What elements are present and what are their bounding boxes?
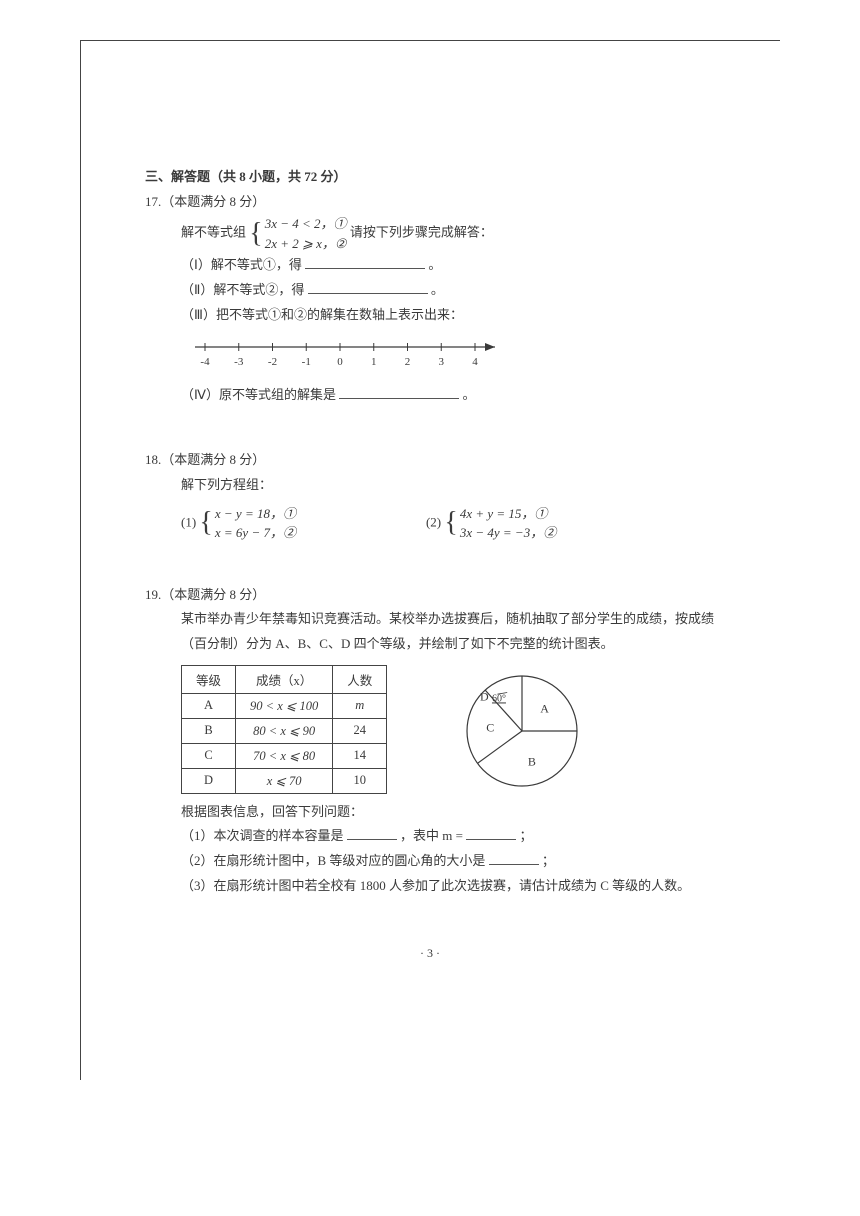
q17-prompt: 解不等式组 { 3x − 4 < 2，① 2x + 2 ⩾ x，② 请按下列步骤…	[145, 214, 730, 253]
svg-text:2: 2	[405, 356, 411, 368]
q18-sys2-line2: 3x − 4y = −3，②	[460, 523, 556, 543]
svg-text:0: 0	[337, 356, 343, 368]
q19-followup: 根据图表信息，回答下列问题：	[145, 800, 730, 825]
table-cell: 80 < x ⩽ 90	[236, 718, 333, 743]
page-number: · 3 ·	[0, 946, 860, 961]
q17-prompt-prefix: 解不等式组	[181, 225, 246, 240]
q19-p1-b: ，表中 m =	[400, 828, 463, 843]
q19-p2-b: ；	[542, 853, 555, 868]
svg-text:-2: -2	[268, 356, 277, 368]
table-cell: 14	[333, 743, 387, 768]
q19-p1-a: （1）本次调查的样本容量是	[181, 828, 344, 843]
q17-step1: （Ⅰ）解不等式①，得 。	[145, 253, 730, 278]
q19-intro1: 某市举办青少年禁毒知识竞赛活动。某校举办选拔赛后，随机抽取了部分学生的成绩，按成…	[145, 607, 730, 632]
q19-figures-row: 等级成绩（x）人数 A90 < x ⩽ 100mB80 < x ⩽ 9024C7…	[145, 665, 730, 800]
q17-step1-blank	[305, 256, 425, 269]
left-brace-icon: {	[199, 509, 212, 537]
q18-sys1-line2: x = 6y − 7，②	[215, 523, 296, 543]
q17-sys-line1: 3x − 4 < 2，①	[265, 214, 347, 234]
section-header: 三、解答题（共 8 小题，共 72 分）	[145, 165, 730, 190]
q17-numberline: -4 -3 -2 -1 0 1 2 3 4	[185, 333, 730, 377]
q17-step3: （Ⅲ）把不等式①和②的解集在数轴上表示出来：	[145, 303, 730, 328]
table-cell: 10	[333, 768, 387, 793]
table-header: 成绩（x）	[236, 665, 333, 693]
svg-text:A: A	[540, 701, 549, 715]
q19-p1-blank2	[466, 827, 516, 840]
q19-pie-chart: A B C D60°	[447, 671, 607, 800]
left-brace-icon: {	[444, 509, 457, 537]
svg-text:4: 4	[472, 356, 478, 368]
q19-p1: （1）本次调查的样本容量是 ，表中 m = ；	[145, 824, 730, 849]
q18-prompt: 解下列方程组：	[145, 473, 730, 498]
table-cell: 24	[333, 718, 387, 743]
q17-step1-text: （Ⅰ）解不等式①，得	[181, 257, 302, 272]
svg-text:C: C	[487, 720, 495, 734]
table-cell: A	[182, 693, 236, 718]
q18-sys2-label: (2)	[426, 514, 441, 529]
q17-system: { 3x − 4 < 2，① 2x + 2 ⩾ x，②	[249, 214, 346, 253]
q17-period4: 。	[463, 387, 476, 402]
q19-p2-a: （2）在扇形统计图中，B 等级对应的圆心角的大小是	[181, 853, 485, 868]
q19-header: 19.（本题满分 8 分）	[145, 583, 730, 608]
left-brace-icon: {	[249, 220, 262, 248]
table-row: B80 < x ⩽ 9024	[182, 718, 387, 743]
table-cell: D	[182, 768, 236, 793]
q19-table: 等级成绩（x）人数 A90 < x ⩽ 100mB80 < x ⩽ 9024C7…	[181, 665, 387, 794]
table-cell: 70 < x ⩽ 80	[236, 743, 333, 768]
table-header: 人数	[333, 665, 387, 693]
svg-text:D: D	[480, 689, 489, 703]
q17-period2: 。	[431, 282, 444, 297]
svg-text:-1: -1	[302, 356, 311, 368]
table-cell: B	[182, 718, 236, 743]
q17-step2-blank	[308, 281, 428, 294]
q17-step4-blank	[339, 386, 459, 399]
svg-text:60°: 60°	[492, 693, 506, 704]
table-cell: m	[333, 693, 387, 718]
q18-sys2-line1: 4x + y = 15，①	[460, 504, 556, 524]
q17-period1: 。	[428, 257, 441, 272]
svg-text:-3: -3	[234, 356, 244, 368]
q19-p1-blank1	[347, 827, 397, 840]
q17-step4: （Ⅳ）原不等式组的解集是 。	[145, 383, 730, 408]
svg-text:1: 1	[371, 356, 377, 368]
table-cell: C	[182, 743, 236, 768]
q18-systems: (1) { x − y = 18，① x = 6y − 7，② (2) { 4x…	[145, 504, 730, 543]
q17-prompt-suffix: 请按下列步骤完成解答：	[350, 225, 493, 240]
q17-header: 17.（本题满分 8 分）	[145, 190, 730, 215]
q17-step2: （Ⅱ）解不等式②，得 。	[145, 278, 730, 303]
q18-sys1-label: (1)	[181, 514, 196, 529]
q17-sys-line2: 2x + 2 ⩾ x，②	[265, 234, 347, 254]
table-header: 等级	[182, 665, 236, 693]
q18-sys2: (2) { 4x + y = 15，① 3x − 4y = −3，②	[426, 504, 556, 543]
q18-header: 18.（本题满分 8 分）	[145, 448, 730, 473]
table-cell: 90 < x ⩽ 100	[236, 693, 333, 718]
q18-sys1: (1) { x − y = 18，① x = 6y − 7，②	[181, 504, 296, 543]
table-row: Dx ⩽ 7010	[182, 768, 387, 793]
svg-text:-4: -4	[200, 356, 210, 368]
pie-svg: A B C D60°	[447, 671, 607, 796]
numberline-svg: -4 -3 -2 -1 0 1 2 3 4	[185, 333, 515, 373]
q17-step2-text: （Ⅱ）解不等式②，得	[181, 282, 304, 297]
svg-text:B: B	[528, 754, 536, 768]
q19-p3: （3）在扇形统计图中若全校有 1800 人参加了此次选拔赛，请估计成绩为 C 等…	[145, 874, 730, 899]
svg-text:3: 3	[439, 356, 445, 368]
page-content: 三、解答题（共 8 小题，共 72 分） 17.（本题满分 8 分） 解不等式组…	[0, 0, 860, 1216]
table-cell: x ⩽ 70	[236, 768, 333, 793]
q18-sys1-line1: x − y = 18，①	[215, 504, 296, 524]
q19-p2-blank	[489, 852, 539, 865]
table-row: C70 < x ⩽ 8014	[182, 743, 387, 768]
q19-intro2: （百分制）分为 A、B、C、D 四个等级，并绘制了如下不完整的统计图表。	[145, 632, 730, 657]
table-row: A90 < x ⩽ 100m	[182, 693, 387, 718]
q19-p1-c: ；	[519, 828, 532, 843]
q19-p2: （2）在扇形统计图中，B 等级对应的圆心角的大小是 ；	[145, 849, 730, 874]
q17-step4-text: （Ⅳ）原不等式组的解集是	[181, 387, 336, 402]
